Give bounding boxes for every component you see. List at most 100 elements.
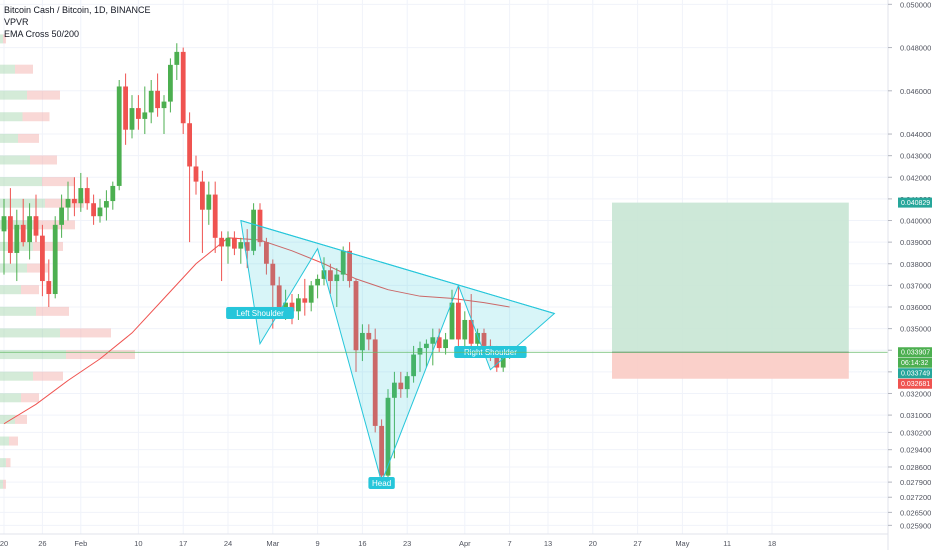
volume-profile-bar-down (45, 198, 84, 208)
candle-body-down (481, 332, 487, 346)
volume-profile-bar-up (0, 371, 33, 381)
price-badge (898, 197, 932, 208)
candle-body-up (392, 382, 397, 398)
volume-profile-bar-up (0, 328, 60, 338)
price-badge-text: 0.033907 (901, 350, 930, 357)
volume-profile-bar-down (27, 263, 48, 273)
candle-body-up (225, 237, 231, 247)
candle-body-down (200, 181, 205, 210)
volume-profile-bar-up (0, 34, 3, 44)
candle-body-up (206, 194, 212, 210)
volume-profile-bar-up (0, 285, 21, 295)
candle-body-up (110, 185, 116, 202)
candle-body-down (187, 123, 192, 167)
candle-body-up (417, 348, 423, 355)
candle-body-up (52, 224, 58, 295)
y-tick-label: 0.027200 (900, 493, 931, 502)
y-tick-label: 0.037000 (900, 281, 931, 290)
position-zones[interactable] (612, 202, 849, 379)
volume-profile-bar-up (0, 177, 42, 187)
candle-body-up (462, 319, 468, 340)
price-badge (898, 347, 932, 358)
price-badge (898, 368, 932, 379)
candle-body-up (443, 339, 448, 349)
symbol-title[interactable]: Bitcoin Cash / Bitcoin, 1D, BINANCE (4, 5, 151, 15)
y-tick-label: 0.027900 (900, 478, 931, 487)
x-tick-label: 18 (768, 539, 776, 548)
volume-profile-bar-up (0, 306, 36, 316)
volume-profile-bar-up (0, 458, 6, 468)
indicator-vpvr[interactable]: VPVR (4, 17, 29, 27)
x-tick-label: 20 (589, 539, 597, 548)
volume-profile-bar-up (0, 263, 27, 273)
candle-body-up (97, 207, 103, 217)
candle-body-up (104, 201, 109, 208)
volume-profile-bar-up (0, 90, 27, 100)
x-tick-label: 7 (508, 539, 512, 548)
volume-profile-bar-down (9, 436, 18, 446)
left-shoulder-label-box (226, 307, 294, 319)
candle-body-up (404, 376, 410, 390)
y-tick-label: 0.030200 (900, 428, 931, 437)
price-badge (898, 378, 932, 389)
volume-profile-bar-up (0, 198, 45, 208)
volume-profile-bar-up (0, 479, 3, 489)
candle-body-up (14, 224, 20, 253)
y-tick-label: 0.043000 (900, 152, 931, 161)
volume-profile-bar-down (21, 285, 39, 295)
y-tick-label: 0.026500 (900, 508, 931, 517)
x-tick-label: Mar (266, 539, 279, 548)
candle-body-down (8, 216, 13, 253)
target-zone (612, 202, 849, 353)
y-tick-label: 0.025900 (900, 521, 931, 530)
candle-body-down (436, 337, 442, 349)
volume-profile-bar-up (0, 133, 18, 143)
candle-body-down (347, 250, 352, 282)
x-tick-label: 24 (224, 539, 232, 548)
head-label-box (368, 477, 395, 489)
candle-body-up (321, 270, 327, 279)
candle-body-up (78, 188, 84, 204)
candle-body-down (193, 166, 199, 182)
volume-profile-bar-down (3, 479, 6, 489)
indicator-ema-cross[interactable]: EMA Cross 50/200 (4, 29, 80, 39)
y-tick-label: 0.029400 (900, 446, 931, 455)
candle-body-down (136, 108, 141, 119)
candle-body-up (424, 343, 429, 349)
x-tick-label: 23 (403, 539, 411, 548)
candle-body-down (212, 194, 218, 238)
candle-body-down (276, 285, 282, 307)
x-tick-label: 17 (179, 539, 187, 548)
volume-profile-bar-down (18, 133, 39, 143)
head-label-text: Head (372, 479, 391, 488)
candle-body-up (475, 332, 480, 344)
y-tick-label: 0.038000 (900, 260, 931, 269)
candle-body-up (148, 90, 154, 113)
price-badge-text: 0.032681 (901, 381, 930, 388)
price-axis[interactable]: 0.050000 0.048000 0.046000 0.044000 0.043000… (887, 0, 931, 550)
candle-body-up (283, 302, 288, 307)
candle-body-up (116, 86, 122, 186)
time-axis[interactable]: 20 26 Feb 10 17 24 Mar 9 16 23 Apr 7 13 20 27 May 11 18 (0, 533, 888, 548)
candle-body-up (129, 108, 135, 130)
candle-body-up (296, 298, 301, 312)
left-shoulder-label-text: Left Shoulder (236, 309, 284, 318)
candle-body-down (289, 302, 295, 312)
candle-body-down (353, 281, 359, 351)
y-tick-label: 0.050000 (900, 0, 931, 9)
x-tick-label: 26 (38, 539, 46, 548)
price-badge-text: 0.040829 (901, 200, 930, 207)
x-tick-label: 9 (316, 539, 320, 548)
candle-body-down (468, 319, 474, 344)
candle-body-down (20, 224, 26, 243)
pattern-shape (240, 219, 556, 484)
candle-body-up (360, 332, 365, 351)
x-tick-label: 16 (358, 539, 366, 548)
candle-body-down (40, 235, 45, 282)
volume-profile-bar-down (15, 64, 33, 74)
candle-body-down (264, 242, 269, 264)
x-tick-label: Apr (459, 539, 471, 548)
candle-body-down (328, 270, 333, 282)
